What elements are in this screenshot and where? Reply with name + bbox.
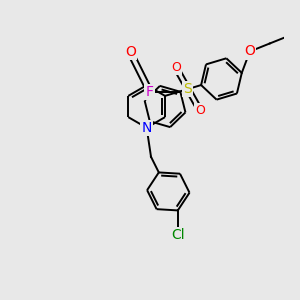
Text: Cl: Cl [171, 228, 184, 242]
Text: O: O [125, 45, 136, 59]
Text: F: F [146, 85, 153, 99]
Text: O: O [195, 104, 205, 117]
Text: O: O [171, 61, 181, 74]
Text: O: O [244, 44, 255, 58]
Text: S: S [184, 82, 192, 96]
Text: N: N [142, 121, 152, 135]
